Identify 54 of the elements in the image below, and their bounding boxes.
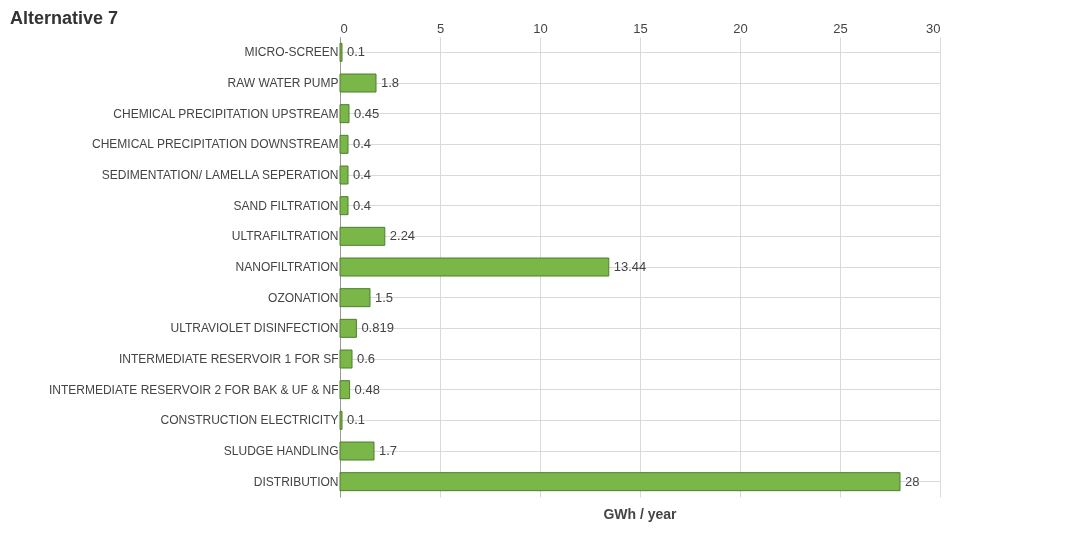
bar [339, 104, 350, 124]
bar [339, 472, 901, 492]
data-label: 0.1 [347, 412, 366, 428]
bar [339, 165, 349, 185]
data-label: 0.4 [353, 136, 372, 152]
y-tick-label: DISTRIBUTION [253, 474, 339, 489]
bar [339, 410, 343, 430]
y-tick-label: MICRO-SCREEN [244, 45, 339, 60]
bar [339, 73, 377, 93]
data-label: 1.8 [381, 75, 400, 90]
bar [339, 288, 371, 308]
data-label: 0.4 [353, 197, 372, 213]
y-tick-label: CHEMICAL PRECIPITATION DOWNSTREAM [92, 137, 339, 152]
bar [339, 134, 349, 154]
data-label: 0.6 [357, 351, 376, 366]
y-tick-label: INTERMEDIATE RESERVOIR 1 FOR SF [118, 352, 339, 366]
data-label: 28 [905, 473, 920, 489]
y-tick-label: SLUDGE HANDLING [223, 444, 339, 458]
bar [339, 226, 386, 246]
bar [339, 441, 375, 461]
bar [339, 42, 343, 62]
y-tick-label: CHEMICAL PRECIPITATION UPSTREAM [113, 106, 339, 121]
bar [339, 318, 357, 338]
y-tick-label: NANOFILTRATION [235, 260, 339, 274]
y-tick-label: OZONATION [268, 290, 339, 305]
data-label: 0.48 [354, 381, 380, 397]
bar [339, 257, 610, 277]
data-label: 0.45 [354, 105, 380, 121]
data-label: 1.5 [375, 289, 394, 305]
x-tick-label: 30 [926, 20, 941, 36]
y-tick-label: CONSTRUCTION ELECTRICITY [160, 413, 339, 428]
y-tick-label: INTERMEDIATE RESERVOIR 2 FOR BAK & UF & NF [48, 382, 339, 397]
x-tick-label: 15 [633, 20, 648, 36]
data-label: 0.819 [361, 320, 394, 336]
x-tick-label: 25 [833, 20, 848, 36]
data-label: 13.44 [613, 259, 647, 274]
y-tick-label: ULTRAFILTRATION [231, 229, 339, 244]
y-tick-label: RAW WATER PUMP [227, 76, 339, 90]
text: Alternative 7 [10, 8, 119, 28]
x-tick-label: 0 [340, 20, 348, 36]
x-axis-title: GWh / year [603, 506, 678, 522]
y-tick-label: SAND FILTRATION [233, 198, 339, 213]
data-label: 0.4 [353, 167, 372, 182]
data-label: 0.1 [347, 44, 366, 60]
data-label: 2.24 [389, 228, 416, 244]
y-tick-label: SEDIMENTATION/ LAMELLA SEPERATION [101, 168, 339, 182]
bar [339, 380, 351, 400]
bar [339, 196, 349, 216]
bar [339, 349, 353, 369]
x-tick-label: 20 [733, 20, 748, 36]
data-label: 1.7 [379, 443, 398, 458]
y-tick-label: ULTRAVIOLET DISINFECTION [170, 321, 339, 336]
x-tick-label: 5 [436, 20, 445, 36]
x-tick-label: 10 [533, 20, 548, 36]
